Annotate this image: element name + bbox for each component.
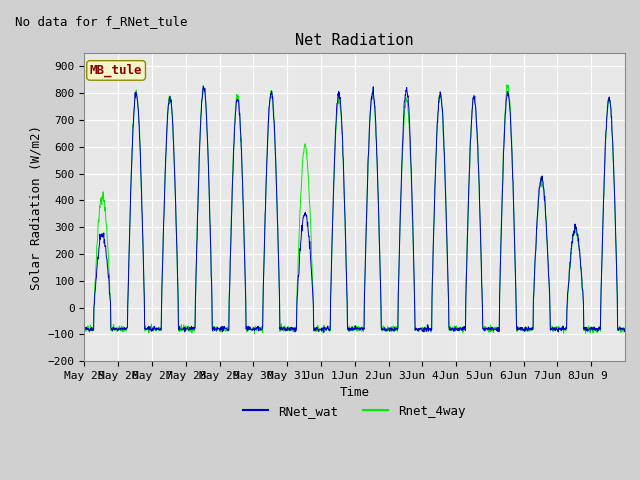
RNet_wat bbox=[341, 216, 349, 221]
Line: Rnet_4way: Rnet_4way bbox=[84, 85, 625, 334]
Rnet_4way bbox=[562, 324, 570, 330]
Legend: RNet_wat, Rnet_4way: RNet_wat, Rnet_4way bbox=[239, 400, 471, 423]
Rnet_4way bbox=[251, 331, 259, 336]
RNet_wat bbox=[562, 326, 570, 332]
Rnet_4way bbox=[81, 325, 88, 331]
RNet_wat bbox=[615, 327, 623, 333]
RNet_wat bbox=[320, 329, 328, 335]
Rnet_4way bbox=[331, 160, 339, 166]
Text: No data for f_RNet_tule: No data for f_RNet_tule bbox=[15, 15, 188, 28]
RNet_wat bbox=[81, 325, 88, 331]
Rnet_4way bbox=[165, 100, 173, 106]
Y-axis label: Solar Radiation (W/m2): Solar Radiation (W/m2) bbox=[29, 125, 42, 289]
RNet_wat bbox=[331, 148, 339, 154]
RNet_wat bbox=[483, 326, 490, 332]
RNet_wat bbox=[621, 326, 629, 332]
Rnet_4way bbox=[503, 82, 511, 88]
RNet_wat bbox=[165, 101, 173, 107]
Text: MB_tule: MB_tule bbox=[90, 64, 142, 77]
Rnet_4way bbox=[621, 326, 629, 332]
Rnet_4way bbox=[483, 326, 490, 332]
X-axis label: Time: Time bbox=[340, 386, 370, 399]
RNet_wat bbox=[199, 83, 207, 89]
Line: RNet_wat: RNet_wat bbox=[84, 86, 625, 332]
Rnet_4way bbox=[615, 327, 623, 333]
Rnet_4way bbox=[341, 206, 349, 212]
Title: Net Radiation: Net Radiation bbox=[296, 33, 414, 48]
